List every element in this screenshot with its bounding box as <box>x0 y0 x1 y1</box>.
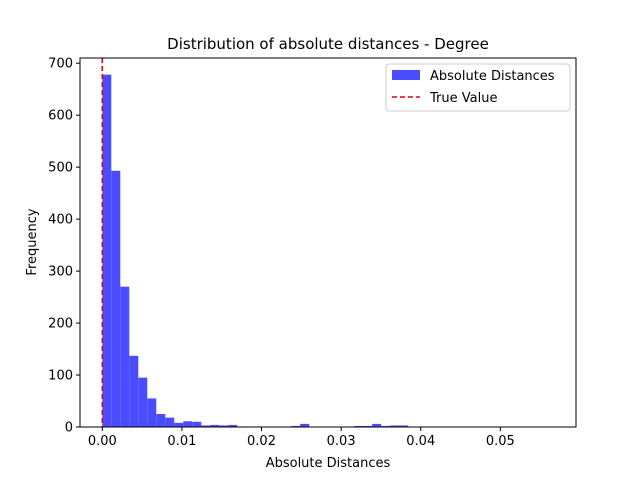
histogram-bar <box>174 422 184 427</box>
y-tick-label: 300 <box>48 265 73 280</box>
y-axis-ticks: 0 100 200 300 400 500 600 700 <box>48 57 80 436</box>
histogram-bar <box>399 425 409 427</box>
histogram-bar <box>120 286 130 427</box>
chart-title: Distribution of absolute distances - Deg… <box>167 35 489 53</box>
histogram-bar <box>354 425 364 427</box>
x-tick-label: 0.03 <box>327 434 356 449</box>
histogram-bar <box>129 355 139 427</box>
legend: Absolute Distances True Value <box>385 63 571 112</box>
histogram-bar <box>300 423 310 427</box>
x-tick-label: 0.01 <box>167 434 196 449</box>
histogram-bar <box>291 425 301 427</box>
histogram-bar <box>102 74 112 428</box>
histogram-bar <box>372 423 382 427</box>
y-tick-label: 100 <box>48 369 73 384</box>
histogram-bar <box>210 424 220 427</box>
histogram-bar <box>147 398 157 427</box>
legend-box <box>385 63 571 112</box>
histogram-bar <box>192 421 202 427</box>
histogram-bar <box>165 417 175 427</box>
x-tick-label: 0.02 <box>247 434 276 449</box>
y-axis-label: Frequency <box>25 208 40 275</box>
legend-swatch-absolute-distances <box>392 70 420 80</box>
y-tick-label: 600 <box>48 109 73 124</box>
histogram-bar <box>138 377 148 427</box>
histogram-bar <box>111 170 121 427</box>
histogram-bar <box>201 425 211 427</box>
histogram-bar <box>156 414 166 427</box>
y-tick-label: 500 <box>48 161 73 176</box>
legend-label-absolute-distances: Absolute Distances <box>430 69 555 84</box>
histogram-bar <box>363 425 373 427</box>
bars-group <box>102 74 409 428</box>
legend-label-true-value: True Value <box>429 91 497 106</box>
y-tick-label: 200 <box>48 317 73 332</box>
histogram-bar <box>390 425 400 427</box>
histogram-bar <box>183 421 193 427</box>
y-tick-label: 400 <box>48 213 73 228</box>
histogram-bar <box>381 425 391 427</box>
x-axis-label: Absolute Distances <box>266 456 391 471</box>
x-axis-ticks: 0.00 0.01 0.02 0.03 0.04 0.05 <box>88 427 515 449</box>
histogram-bar <box>219 425 229 427</box>
y-tick-label: 0 <box>65 421 73 436</box>
histogram-bar <box>228 424 238 427</box>
plot-frame <box>79 57 577 428</box>
x-tick-label: 0.04 <box>406 434 435 449</box>
x-tick-label: 0.05 <box>486 434 515 449</box>
x-tick-label: 0.00 <box>88 434 117 449</box>
y-tick-label: 700 <box>48 57 73 72</box>
